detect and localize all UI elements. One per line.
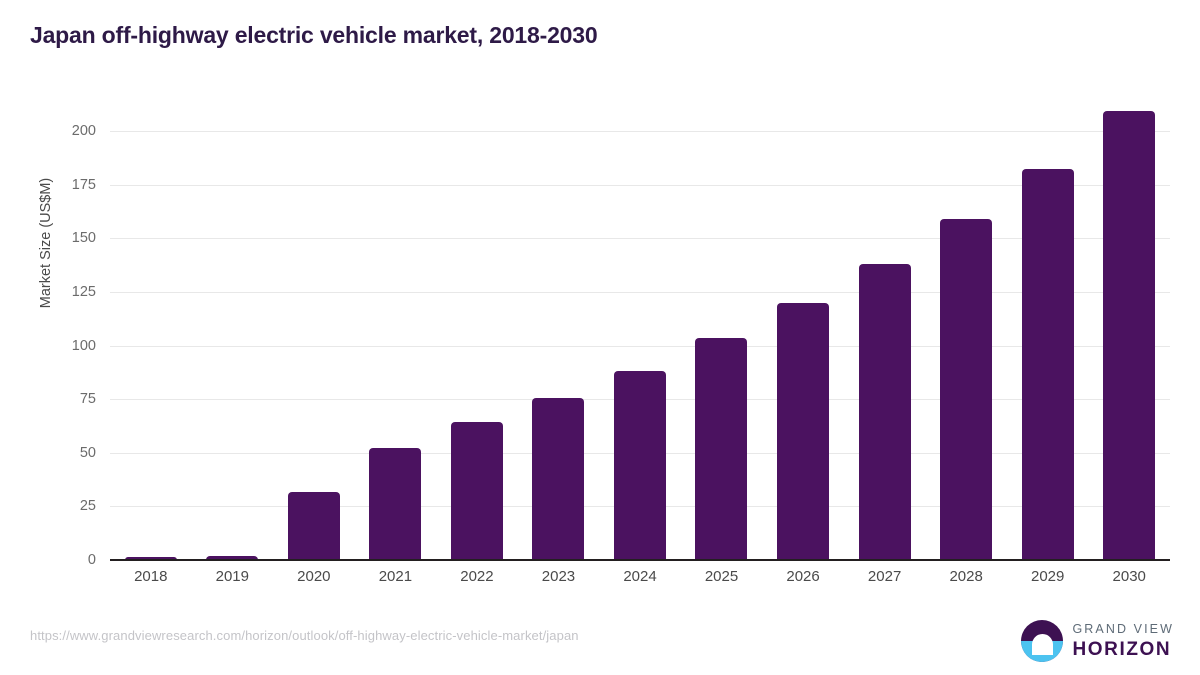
- bar-slot: [925, 131, 1007, 560]
- bar-2029[interactable]: [1021, 168, 1074, 560]
- bar-slot: [355, 131, 437, 560]
- bar-2026[interactable]: [777, 303, 830, 560]
- logo-ray-1: [1033, 645, 1051, 649]
- x-axis-tick-2026: 2026: [786, 568, 820, 585]
- source-url[interactable]: https://www.grandviewresearch.com/horizo…: [30, 628, 579, 643]
- brand-logo: GRAND VIEW HORIZON: [1021, 618, 1174, 664]
- bar-slot: [110, 131, 192, 560]
- page-title: Japan off-highway electric vehicle marke…: [30, 22, 598, 48]
- bar-slot: [273, 131, 355, 560]
- x-axis-tick-2029: 2029: [1031, 568, 1065, 585]
- gridline: [110, 184, 1170, 186]
- bar-2021[interactable]: [369, 447, 422, 560]
- x-axis-tick-2030: 2030: [1112, 568, 1146, 585]
- y-axis-tick: 0: [87, 552, 96, 568]
- bar-slot: [681, 131, 763, 560]
- y-axis-tick: 50: [79, 444, 96, 461]
- bar-2025[interactable]: [695, 338, 748, 560]
- bar-slot: [518, 131, 600, 560]
- bar-2020[interactable]: [287, 492, 340, 560]
- bar-slot: [762, 131, 844, 560]
- logo-sun-shape: [1031, 634, 1053, 656]
- bar-slot: [192, 131, 274, 560]
- logo-wordmark: GRAND VIEW HORIZON: [1072, 623, 1174, 659]
- gridline: [110, 131, 1170, 132]
- bar-2023[interactable]: [532, 398, 585, 560]
- x-axis-line: [110, 559, 1170, 561]
- x-axis-tick-2021: 2021: [378, 568, 413, 585]
- bar-slot: [599, 131, 681, 560]
- x-axis-tick-2023: 2023: [541, 568, 576, 585]
- x-axis-tick-2028: 2028: [949, 568, 983, 585]
- bar-2027[interactable]: [858, 263, 911, 560]
- gridline: [110, 291, 1170, 293]
- bar-2022[interactable]: [450, 421, 503, 560]
- x-axis-tick-2025: 2025: [704, 568, 739, 585]
- y-axis-title: Market Size (US$M): [38, 177, 54, 309]
- x-axis-tick-2027: 2027: [867, 568, 902, 585]
- bar-slot: [436, 131, 518, 560]
- x-axis-tick-2024: 2024: [623, 568, 657, 585]
- x-axis-tick-2022: 2022: [460, 568, 494, 585]
- bar-slot: [1007, 131, 1089, 560]
- bar-2030[interactable]: [1103, 111, 1156, 560]
- x-axis-tick-2019: 2019: [215, 568, 249, 585]
- bar-slot: [1088, 111, 1170, 560]
- logo-ray-2: [1036, 650, 1048, 654]
- bar-series: [110, 111, 1170, 560]
- gridline: [110, 238, 1170, 240]
- y-axis-tick: 75: [79, 391, 96, 408]
- bar-slot: [844, 131, 926, 560]
- bar-2018[interactable]: [124, 556, 177, 560]
- bar-2028[interactable]: [940, 218, 993, 560]
- logo-text-horizon: HORIZON: [1072, 638, 1172, 660]
- gridline: [110, 345, 1170, 347]
- bar-2024[interactable]: [613, 370, 666, 560]
- logo-text-grand-view: GRAND VIEW: [1072, 622, 1174, 637]
- bar-2019[interactable]: [206, 556, 259, 560]
- x-axis-tick-labels: 2018 2019 2020 2021 2022 2023 2024 2025 2026 2027…: [110, 0, 1170, 675]
- x-axis-tick-2018: 2018: [134, 568, 168, 585]
- y-axis-tick: 25: [79, 498, 96, 515]
- horizon-sun-icon: [1021, 620, 1064, 662]
- x-axis-tick-2020: 2020: [297, 568, 331, 585]
